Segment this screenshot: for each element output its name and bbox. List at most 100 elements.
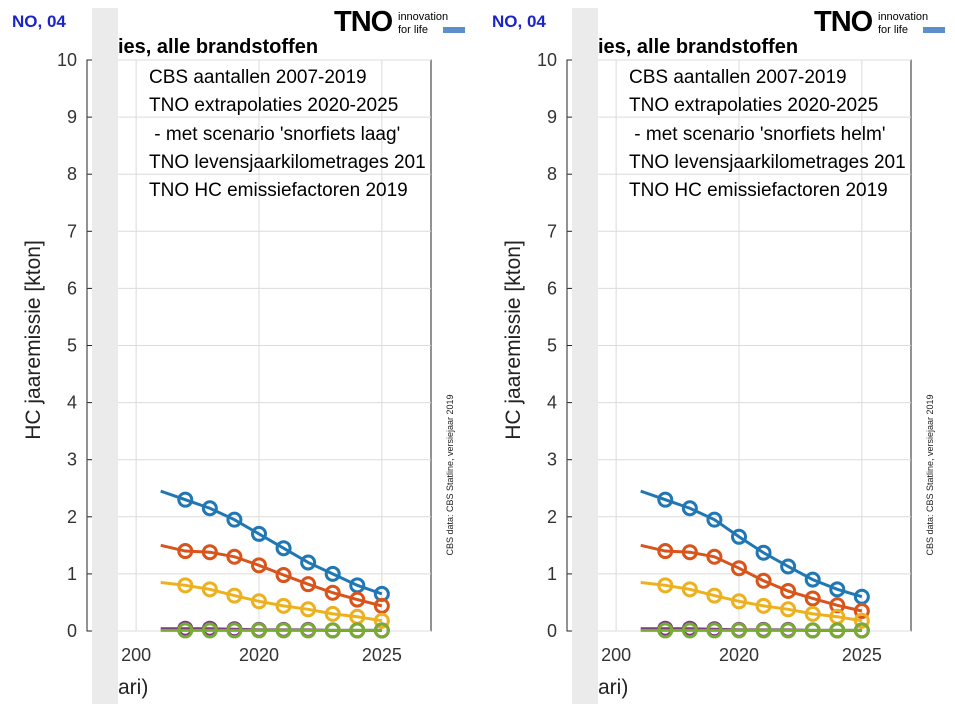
- data-point: [275, 540, 292, 557]
- data-point: [373, 612, 390, 629]
- data-point: [226, 587, 243, 604]
- annotation-line-2: TNO extrapolaties 2020-2025: [629, 95, 878, 116]
- data-point: [706, 587, 723, 604]
- data-point: [657, 543, 674, 560]
- x-tick-label: 200: [601, 645, 631, 665]
- x-tick-labels: 200 2020 2025: [121, 645, 402, 665]
- chart-title: ies, alle brandstoffen: [118, 36, 318, 58]
- data-point: [657, 622, 674, 639]
- y-tick-label: 0: [547, 621, 557, 641]
- data-point: [201, 500, 218, 517]
- data-point: [373, 597, 390, 614]
- data-point: [300, 622, 317, 639]
- data-point: [275, 622, 292, 639]
- series-line: [640, 580, 863, 623]
- header-code: NO, 04: [492, 12, 546, 31]
- y-tick-label: 6: [547, 278, 557, 298]
- x-tick-labels: 200 2020 2025: [601, 645, 882, 665]
- y-tick-label: 10: [57, 50, 77, 70]
- y-tick-label: 1: [67, 564, 77, 584]
- y-tick-label: 0: [67, 621, 77, 641]
- data-point: [251, 622, 267, 639]
- series-line: [640, 489, 863, 599]
- annotation-line-5: TNO HC emissiefactoren 2019: [149, 180, 408, 201]
- y-tick-labels: 0 1 2 3 4 5 6 7 8 9 10: [57, 50, 77, 641]
- chart-panel-right: NO, 04 ies, alle brandstoffen TNO innova…: [480, 0, 955, 704]
- y-tick-label: 9: [547, 107, 557, 127]
- series-line: [160, 489, 383, 596]
- annotation-scenario: - met scenario 'snorfiets laag': [149, 124, 400, 145]
- data-point: [177, 543, 194, 560]
- data-point: [755, 622, 772, 639]
- data-point: [324, 584, 341, 601]
- data-point: [300, 554, 317, 571]
- y-tick-label: 4: [547, 393, 557, 413]
- series-line: [160, 580, 383, 623]
- logo-tagline-2: for life: [878, 24, 908, 36]
- data-point: [706, 548, 723, 565]
- y-tick-label: 5: [67, 336, 77, 356]
- y-axis-label: HC jaaremissie [kton]: [502, 240, 525, 440]
- annotation-line-4: TNO levensjaarkilometrages 201: [149, 152, 426, 173]
- data-point: [657, 577, 674, 594]
- data-point: [349, 591, 366, 608]
- series-line: [160, 543, 383, 608]
- data-point: [780, 601, 797, 618]
- data-point: [755, 544, 772, 561]
- annotation-line-4: TNO levensjaarkilometrages 201: [629, 152, 906, 173]
- y-tick-label: 3: [67, 450, 77, 470]
- data-point: [324, 565, 341, 582]
- occlusion-strip: [92, 8, 118, 704]
- data-point: [324, 622, 341, 639]
- data-point: [226, 548, 243, 565]
- x-tick-label: 200: [121, 645, 151, 665]
- source-note: CBS data: CBS Statline, versiejaar 2019: [925, 394, 935, 555]
- chart-svg-right: NO, 04 ies, alle brandstoffen TNO innova…: [492, 6, 945, 704]
- data-point: [853, 603, 870, 620]
- data-point: [829, 597, 846, 614]
- data-point: [755, 572, 772, 589]
- y-tick-labels: 0 1 2 3 4 5 6 7 8 9 10: [537, 50, 557, 641]
- series-line: [640, 543, 863, 613]
- y-tick-label: 10: [537, 50, 557, 70]
- data-point: [731, 622, 747, 639]
- y-tick-label: 8: [67, 164, 77, 184]
- annotation-line-1: CBS aantallen 2007-2019: [629, 67, 847, 88]
- y-tick-label: 9: [67, 107, 77, 127]
- y-tick-label: 4: [67, 393, 77, 413]
- y-axis-label: HC jaaremissie [kton]: [22, 240, 45, 440]
- x-tick-label: 2020: [239, 645, 279, 665]
- tno-logo: TNO innovation for life: [334, 6, 465, 38]
- data-point: [201, 544, 218, 561]
- data-point: [275, 597, 292, 614]
- y-tick-label: 6: [67, 278, 77, 298]
- data-point: [681, 622, 698, 639]
- data-point: [275, 567, 292, 584]
- y-tick-label: 5: [547, 336, 557, 356]
- y-tick-label: 2: [67, 507, 77, 527]
- x-tick-label: 2020: [719, 645, 759, 665]
- data-point: [349, 622, 366, 639]
- y-tick-label: 3: [547, 450, 557, 470]
- data-point: [706, 622, 723, 639]
- data-point: [226, 622, 243, 639]
- data-point: [829, 581, 846, 598]
- source-note: CBS data: CBS Statline, versiejaar 2019: [445, 394, 455, 555]
- data-point: [804, 605, 821, 622]
- annotation-line-2: TNO extrapolaties 2020-2025: [149, 95, 398, 116]
- data-point: [681, 500, 698, 517]
- data-point: [804, 571, 821, 588]
- y-tick-label: 2: [547, 507, 557, 527]
- data-point: [780, 622, 797, 639]
- data-point: [251, 525, 267, 542]
- data-point: [201, 622, 218, 639]
- y-tick-label: 8: [547, 164, 557, 184]
- occlusion-strip: [572, 8, 598, 704]
- x-axis-label: ari): [118, 676, 148, 699]
- data-point: [251, 593, 267, 610]
- tno-logo: TNO innovation for life: [814, 6, 945, 38]
- x-tick-label: 2025: [362, 645, 402, 665]
- data-point: [853, 622, 870, 639]
- data-point: [300, 601, 317, 618]
- data-point: [853, 612, 870, 629]
